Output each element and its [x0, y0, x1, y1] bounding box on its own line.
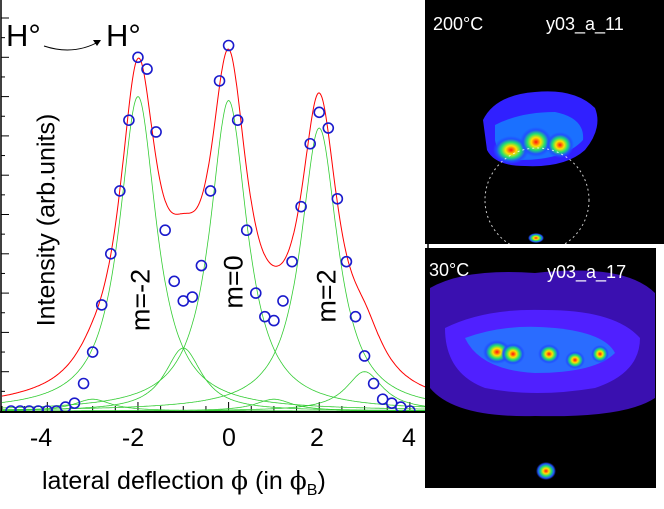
- fit-components: [1, 96, 429, 412]
- data-point: [268, 314, 280, 327]
- hotspot-3: [546, 132, 574, 158]
- phi-symbol: ϕ: [231, 466, 249, 495]
- x-axis-label: lateral deflection ϕ (in ϕB): [42, 466, 326, 500]
- transition-arrow: [43, 40, 101, 51]
- data-point: [349, 310, 362, 323]
- data-point: [295, 200, 307, 213]
- direct-beam-top: [528, 233, 544, 243]
- data-point: [249, 287, 262, 299]
- data-point: [240, 224, 253, 237]
- fit-component-3: [2, 347, 428, 411]
- data-point: [304, 137, 316, 150]
- x-axis-units-open: (in: [255, 467, 290, 495]
- arrowhead: [93, 40, 101, 46]
- data-point: [340, 255, 353, 268]
- x-tick-label: 4: [402, 424, 416, 452]
- y-axis-ticks: [1, 17, 9, 412]
- data-point: [186, 291, 199, 303]
- data-point: [313, 106, 326, 119]
- peak-label-m0: m=0: [218, 255, 249, 309]
- hotspot-b5: [591, 345, 609, 363]
- data-point: [367, 377, 380, 390]
- peak-label-m2: m=2: [311, 269, 342, 323]
- image-id-bottom: y03_a_17: [547, 262, 627, 282]
- x-tick-label: 0: [222, 424, 236, 452]
- data-point: [77, 377, 90, 390]
- direct-beam-bottom: [536, 462, 556, 480]
- temperature-bottom: 30°C: [429, 260, 470, 280]
- detector-image-top: 200°C y03_a_11: [425, 0, 664, 253]
- phi-b-subscript: B: [306, 482, 318, 499]
- detector-heatmap-top: [483, 91, 598, 253]
- hotspot-1: [493, 136, 529, 164]
- hotspot-b3: [538, 344, 560, 364]
- data-point: [358, 350, 371, 362]
- x-tick-label: 2: [310, 424, 324, 452]
- data-point: [168, 275, 181, 288]
- x-tick-label: -2: [121, 424, 145, 452]
- detector-heatmap-bottom: [430, 270, 655, 480]
- image-id-top: y03_a_11: [546, 14, 624, 34]
- temperature-top: 200°C: [433, 14, 484, 34]
- data-point: [286, 255, 298, 268]
- fit-component-7: [2, 371, 429, 412]
- fit-curve: [1, 48, 429, 397]
- data-point: [213, 75, 226, 87]
- hotspot-b4: [565, 351, 585, 369]
- hotspot-b2: [501, 343, 525, 365]
- title-left: H°: [6, 18, 41, 53]
- data-point: [222, 39, 235, 52]
- title-right: H°: [106, 18, 141, 53]
- data-point: [86, 346, 99, 358]
- data-point: [331, 192, 344, 205]
- data-points: [5, 39, 416, 413]
- data-point: [68, 397, 81, 409]
- data-point: [95, 299, 108, 311]
- data-point: [114, 185, 126, 197]
- data-point: [104, 248, 117, 260]
- spectrum-chart: [0, 0, 430, 413]
- hotspot-2: [520, 127, 552, 157]
- fit-component-4: [2, 100, 428, 409]
- data-point: [141, 63, 153, 75]
- data-point: [150, 126, 162, 138]
- data-point: [195, 259, 208, 272]
- phi-b-symbol: ϕ: [289, 466, 307, 495]
- fit-component-2: [1, 96, 428, 410]
- y-axis-label: Intensity (arb.units): [32, 113, 61, 327]
- data-point: [322, 122, 335, 134]
- data-point: [123, 114, 135, 126]
- x-axis-label-text: lateral deflection: [42, 467, 225, 495]
- x-axis-units-close: ): [317, 467, 326, 495]
- data-point: [159, 224, 171, 237]
- peak-label-m-2: m=-2: [125, 268, 156, 332]
- data-point: [204, 185, 217, 197]
- data-point: [231, 114, 244, 126]
- data-point: [277, 295, 289, 307]
- detector-image-bottom: 30°C y03_a_17: [425, 248, 656, 488]
- data-point: [132, 51, 144, 64]
- x-tick-label: -4: [29, 424, 53, 452]
